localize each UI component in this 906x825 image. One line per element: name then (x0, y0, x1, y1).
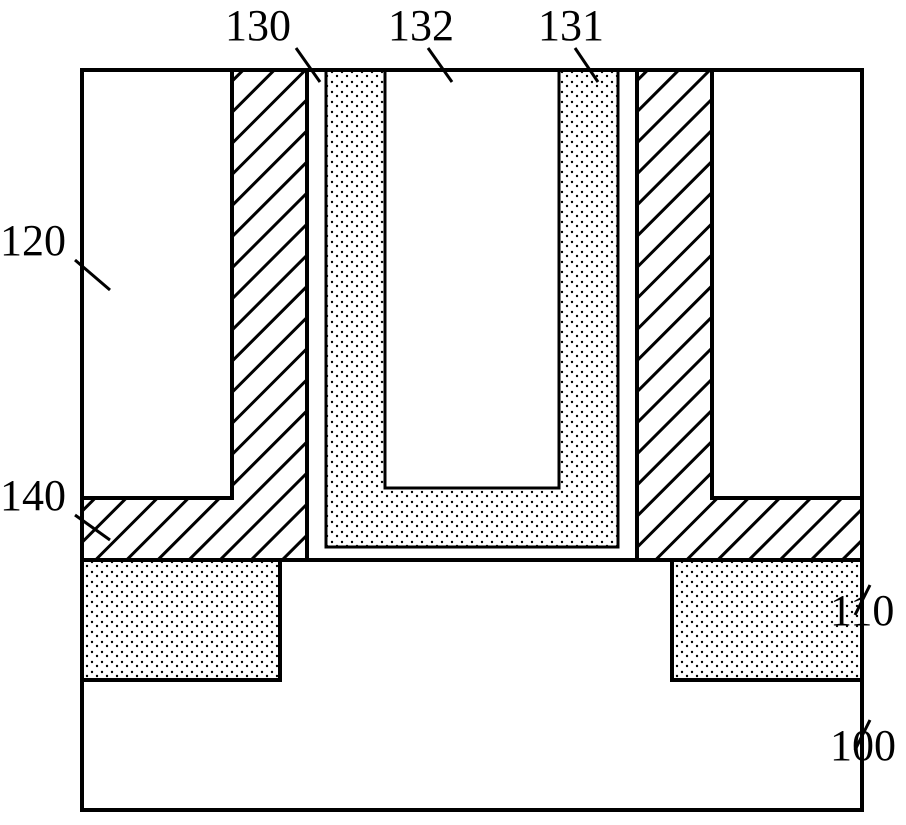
label-131: 131 (538, 0, 604, 51)
label-110: 110 (830, 585, 894, 636)
label-132: 132 (388, 0, 454, 51)
label-130: 130 (225, 0, 291, 51)
label-140: 140 (0, 470, 66, 521)
label-100: 100 (830, 720, 896, 771)
label-120: 120 (0, 215, 66, 266)
